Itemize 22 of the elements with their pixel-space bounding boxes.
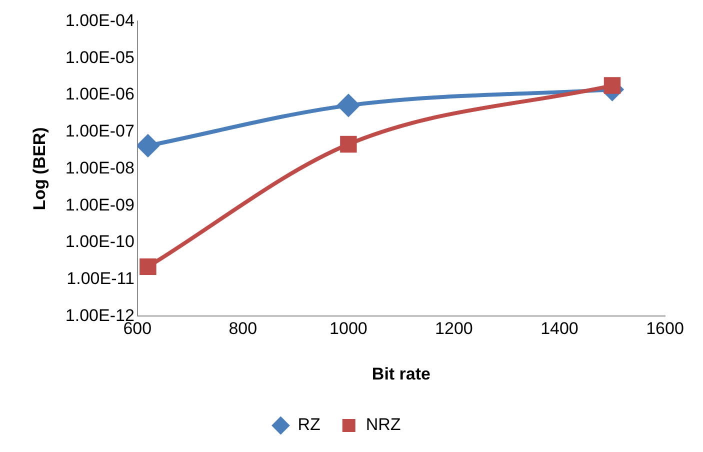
legend-label: RZ bbox=[298, 415, 320, 434]
y-tick-label: 1.00E-04 bbox=[65, 10, 134, 30]
x-tick-label: 1000 bbox=[330, 319, 368, 338]
point bbox=[604, 77, 621, 94]
legend-label: NRZ bbox=[366, 415, 401, 434]
y-tick-label: 1.00E-07 bbox=[65, 122, 134, 141]
point bbox=[337, 94, 360, 116]
x-axis-title: Bit rate bbox=[372, 364, 430, 384]
x-tick-label: 1400 bbox=[540, 319, 578, 338]
y-tick-label: 1.00E-06 bbox=[65, 84, 134, 104]
y-axis-title: Log (BER) bbox=[30, 127, 49, 210]
y-tick-label: 1.00E-09 bbox=[65, 195, 134, 214]
x-tick-label: 1600 bbox=[646, 319, 684, 338]
y-tick-label: 1.00E-11 bbox=[66, 269, 134, 288]
point bbox=[137, 134, 159, 157]
y-tick-label: 1.00E-08 bbox=[65, 158, 134, 178]
point bbox=[140, 258, 156, 276]
x-tick-label: 1200 bbox=[435, 319, 473, 338]
y-tick-label: 1.00E-10 bbox=[65, 232, 134, 252]
point bbox=[340, 136, 357, 153]
x-tick-label: 800 bbox=[228, 319, 258, 338]
y-tick-label: 1.00E-05 bbox=[65, 48, 134, 67]
